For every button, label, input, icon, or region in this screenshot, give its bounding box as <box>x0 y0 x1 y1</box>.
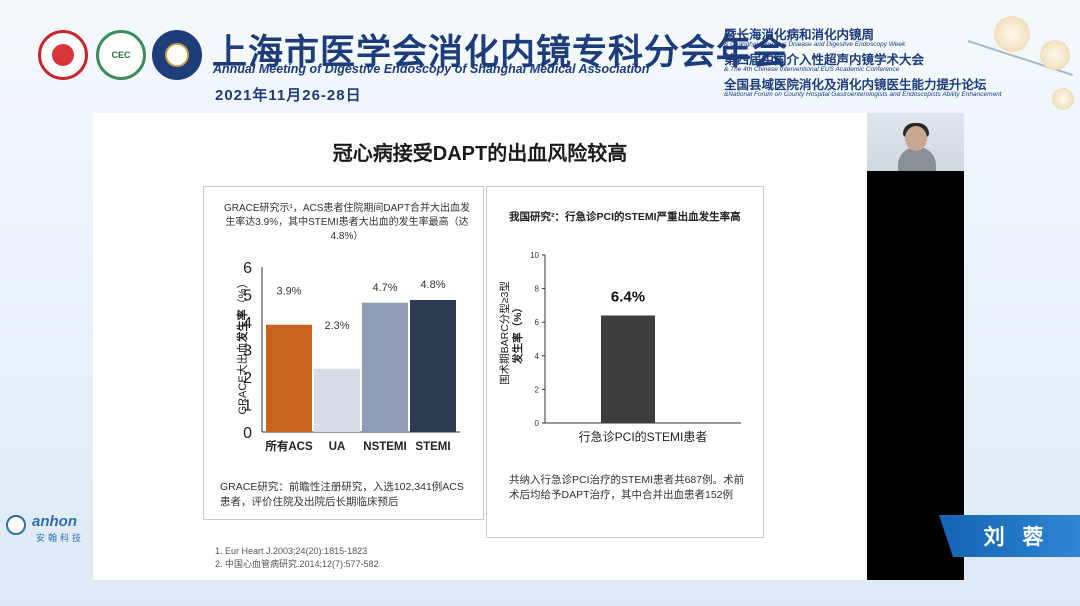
chart1-bar <box>266 324 312 432</box>
chart1-bar <box>362 302 408 432</box>
flower-decoration <box>1052 88 1074 110</box>
conference-date: 2021年11月26-28日 <box>215 87 362 104</box>
left-panel-footnote: GRACE研究：前瞻性注册研究，入选102,341例ACS患者，评价住院及出院后… <box>220 481 464 508</box>
references: 1. Eur Heart J.2003;24(20):1815-1823 2. … <box>215 545 379 571</box>
slide-title: 冠心病接受DAPT的出血风险较高 <box>332 143 628 165</box>
society-logo-1 <box>38 30 88 80</box>
chart1-ylabel: GRACE大出血发生率（%） <box>237 277 249 415</box>
sponsor-subtitle: 安翰科技 <box>36 533 85 543</box>
conference-title-en: Annual Meeting of Digestive Endoscopy of… <box>213 62 650 76</box>
chart2-y-tick-label: 10 <box>530 251 539 260</box>
presenter-name: 刘 蓉 <box>939 515 1080 557</box>
grace-bar-chart: 0 1 2 3 4 5 6 3.9% 所有ACS 2.3% UA 4.7% NSTEMI 4.8% STEM… <box>243 260 460 453</box>
chart1-category-label: STEMI <box>415 441 450 453</box>
stemi-bleeding-chart: 0 2 4 6 8 10 6.4% 行急诊PCI的STEMI患者 <box>530 251 741 444</box>
right-panel-footnote: 共纳入行急诊PCI治疗的STEMI患者共687例。术前术后均给予DAPT治疗，其… <box>509 474 745 501</box>
society-logo-3 <box>152 30 202 80</box>
conference-subtitle-line: 第四届中国介入性超声内镜学术大会 <box>724 53 925 67</box>
left-panel: GRACE研究示¹，ACS患者住院期间DAPT合并大出血发生率达3.9%，其中S… <box>203 186 484 520</box>
chart2-y-tick-label: 8 <box>535 285 540 294</box>
chart1-y-tick-label: 5 <box>243 288 252 305</box>
conference-subtitle-line: & The 4th Chinese Interventional EUS Aca… <box>724 66 900 73</box>
conference-subtitle-line: 暨长海消化病和消化内镜周 <box>724 28 875 42</box>
slide: 冠心病接受DAPT的出血风险较高 GRACE研究示¹，ACS患者住院期间DAPT… <box>93 113 867 580</box>
flower-decoration <box>994 16 1030 52</box>
chart2-ylabel: 围术期BARC分型≥3型 发生率（%） <box>499 281 524 385</box>
chart2-bar <box>601 315 655 423</box>
chart2-y-tick-label: 0 <box>535 419 540 428</box>
chart1-y-tick-label: 3 <box>243 343 252 360</box>
chart2-value-label: 6.4% <box>611 288 645 305</box>
chart1-bar <box>314 368 360 432</box>
chart1-category-label: NSTEMI <box>363 441 406 453</box>
left-panel-intro: GRACE研究示¹，ACS患者住院期间DAPT合并大出血发生率达3.9%，其中S… <box>223 203 471 242</box>
chart1-value-label: 2.3% <box>324 320 349 332</box>
conference-subtitle-line: &National Forum on County Hospital Gastr… <box>724 91 1002 98</box>
chart1-y-tick-label: 2 <box>243 370 252 387</box>
chart1-value-label: 4.7% <box>372 282 397 294</box>
chart1-y-tick-label: 1 <box>243 398 252 415</box>
chart1-value-label: 3.9% <box>276 286 301 298</box>
sponsor-logo-icon <box>6 515 26 535</box>
chart2-y-tick-label: 2 <box>535 385 540 394</box>
conference-subtitle-line: 全国县域医院消化及消化内镜医生能力提升论坛 <box>724 78 987 92</box>
conference-title-cn: 上海市医学会消化内镜专科分会年会 <box>212 33 789 72</box>
chart1-bar <box>410 300 456 432</box>
chart1-value-label: 4.8% <box>420 279 445 291</box>
chart2-y-tick-label: 6 <box>535 318 540 327</box>
chart1-y-tick-label: 4 <box>243 315 252 332</box>
conference-subtitle-line: & Changhai Digestive Disease and Digesti… <box>724 41 906 48</box>
presenter-webcam <box>867 113 964 171</box>
video-black-strip <box>867 171 964 580</box>
right-panel-heading: 我国研究²：行急诊PCI的STEMI严重出血发生率高 <box>509 211 741 223</box>
chart1-y-tick-label: 6 <box>243 260 252 277</box>
sponsor-brand: anhon <box>32 513 77 530</box>
chart1-category-label: 所有ACS <box>265 439 313 453</box>
chart2-category-label: 行急诊PCI的STEMI患者 <box>579 429 708 444</box>
reference-1: 1. Eur Heart J.2003;24(20):1815-1823 <box>215 546 368 556</box>
flower-decoration <box>1040 40 1070 70</box>
chart1-category-label: UA <box>329 441 346 453</box>
society-logo-2: CEC <box>96 30 146 80</box>
chart1-y-tick-label: 0 <box>243 425 252 442</box>
reference-2: 2. 中国心血管病研究.2014;12(7):577-582 <box>215 559 379 569</box>
right-panel: 我国研究²：行急诊PCI的STEMI严重出血发生率高 0 2 4 6 8 10 6.4% 行急… <box>486 186 764 538</box>
chart2-y-tick-label: 4 <box>535 352 540 361</box>
